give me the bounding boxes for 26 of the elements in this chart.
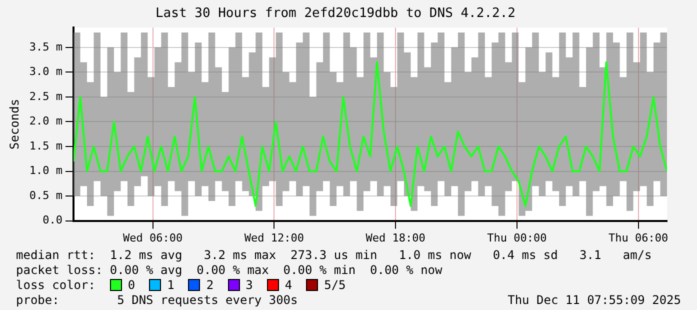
y-tick-label: 3.0 m <box>29 65 63 78</box>
y-tick-label: 2.5 m <box>29 90 63 103</box>
chart-title: Last 30 Hours from 2efd20c19dbb to DNS 4.2.2.2 <box>155 6 516 22</box>
text: median rtt: 1.2 ms avg 3.2 ms max 273.3 us min 1.0 ms now 0.4 ms sd 3.1 am/s <box>16 248 652 262</box>
x-tick-label: Wed 18:00 <box>366 231 426 244</box>
text: packet loss: 0.00 % avg 0.00 % max 0.00 % min 0.00 % now <box>16 263 442 277</box>
text: Thu Dec 11 07:55:09 2025 <box>508 293 681 307</box>
legend-label: 0 <box>128 278 136 292</box>
y-tick-label: 0.5 m <box>29 188 63 202</box>
legend-title: loss color: <box>16 278 96 292</box>
legend-label: 4 <box>284 278 292 292</box>
x-tick-label: Wed 12:00 <box>244 231 304 244</box>
legend-label: 3 <box>246 278 253 292</box>
y-tick-label: 0.0 <box>42 214 63 227</box>
legend-label: 5/5 <box>324 278 346 292</box>
y-tick-label: 1.5 m <box>29 139 63 152</box>
y-tick-label: 2.0 m <box>29 114 63 128</box>
text: probe: 5 DNS requests every 300s <box>16 293 298 307</box>
legend-label: 2 <box>206 278 214 292</box>
y-tick-label: 3.5 m <box>29 40 63 54</box>
y-tick-label: 1.0 m <box>29 164 63 178</box>
x-tick-label: Thu 00:00 <box>487 231 547 244</box>
x-tick-label: Thu 06:00 <box>608 231 668 244</box>
x-tick-label: Wed 06:00 <box>122 231 183 244</box>
y-axis-title: Seconds <box>7 98 22 150</box>
legend-label: 1 <box>167 278 174 292</box>
